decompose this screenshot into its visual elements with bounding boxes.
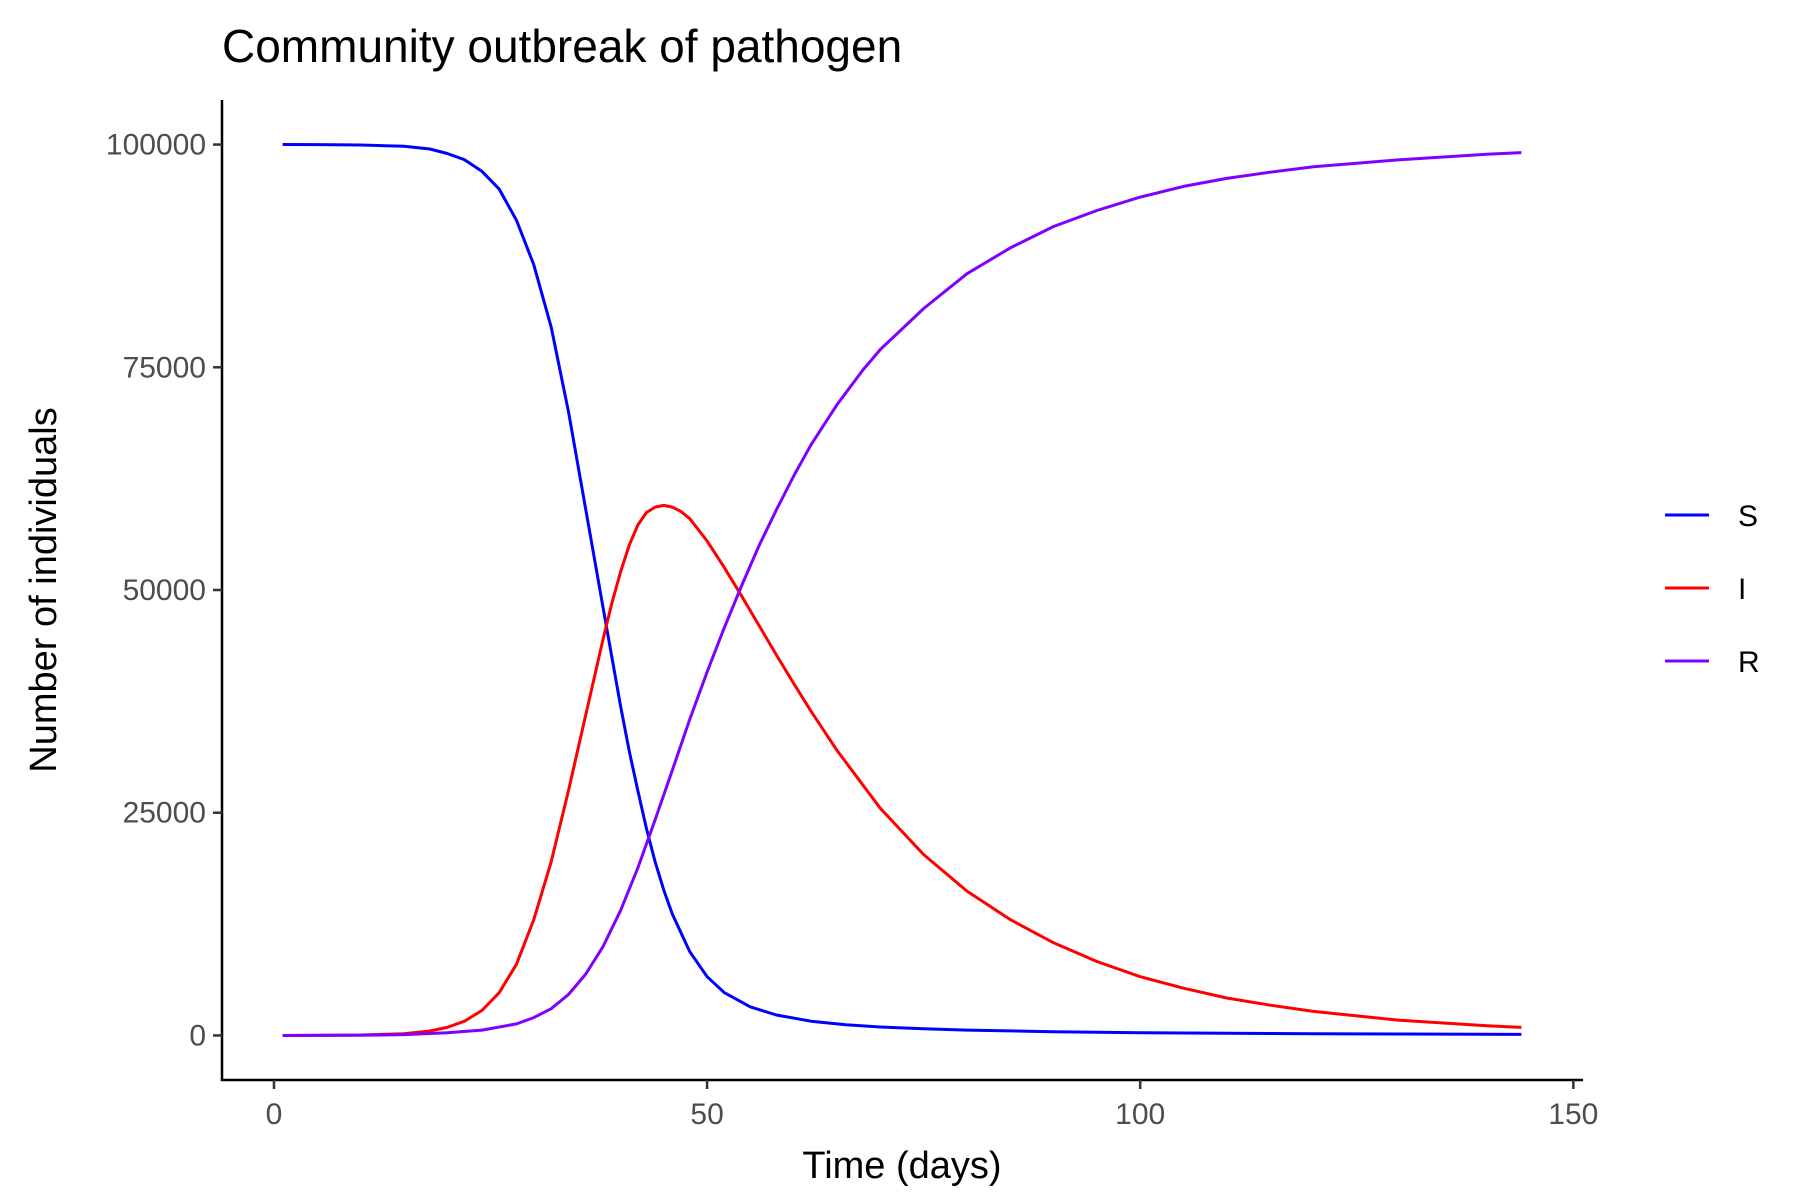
- legend: S I R: [1665, 500, 1760, 679]
- y-axis-title: Number of individuals: [23, 407, 65, 772]
- plot-lines: [282, 143, 1522, 1037]
- x-tick-label: 0: [266, 1098, 283, 1131]
- legend-label-s: S: [1738, 500, 1758, 533]
- y-tick-label: 25000: [123, 797, 206, 830]
- x-axis-ticks: 0 50 100 150: [266, 1080, 1598, 1131]
- x-tick-label: 150: [1548, 1098, 1598, 1131]
- x-tick-label: 50: [690, 1098, 723, 1131]
- legend-label-r: R: [1738, 646, 1760, 679]
- legend-label-i: I: [1738, 573, 1746, 606]
- y-axis-ticks: 0 25000 50000 75000 100000: [106, 129, 222, 1052]
- y-tick-label: 0: [189, 1019, 206, 1052]
- series-line-i: [282, 503, 1522, 1037]
- series-line-s: [282, 143, 1522, 1036]
- y-tick-label: 100000: [106, 129, 206, 162]
- x-tick-label: 100: [1115, 1098, 1165, 1131]
- chart-title: Community outbreak of pathogen: [222, 20, 902, 72]
- x-axis-title: Time (days): [802, 1145, 1001, 1187]
- series-line-r: [282, 151, 1522, 1037]
- y-tick-label: 50000: [123, 574, 206, 607]
- y-tick-label: 75000: [123, 351, 206, 384]
